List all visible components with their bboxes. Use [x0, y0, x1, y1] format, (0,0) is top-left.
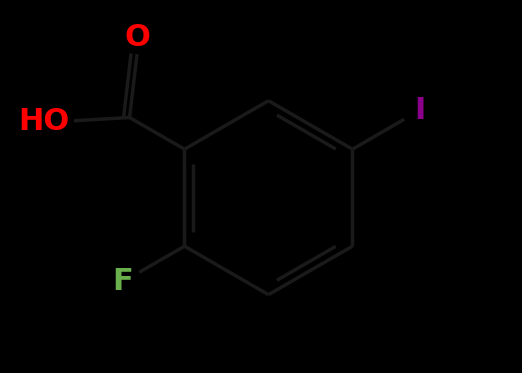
- Text: HO: HO: [18, 107, 69, 136]
- Text: O: O: [124, 23, 150, 52]
- Text: F: F: [113, 267, 134, 296]
- Text: I: I: [414, 95, 426, 125]
